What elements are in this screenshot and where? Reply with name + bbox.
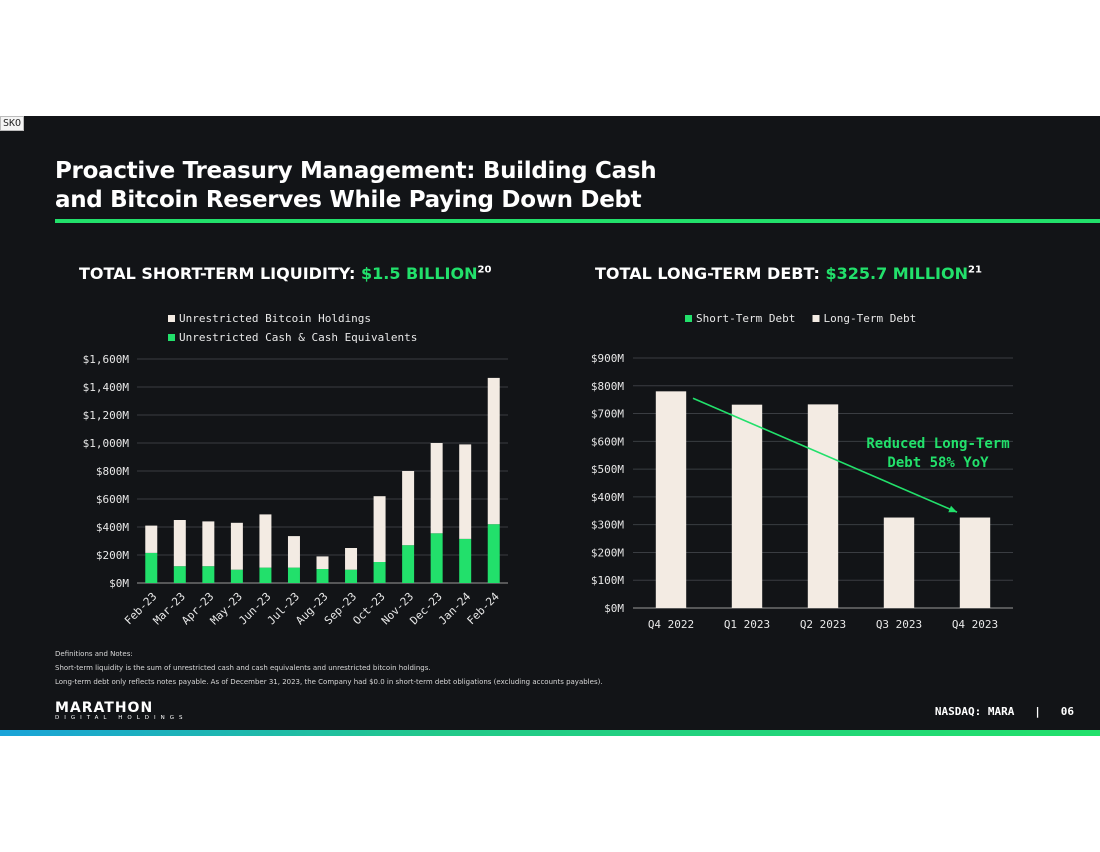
marathon-logo: MARATHON DIGITAL HOLDINGS <box>55 700 188 721</box>
bar-series2-jan-24 <box>459 444 472 539</box>
x-tick-label: Feb-24 <box>465 590 503 628</box>
x-tick-label: Q4 2023 <box>952 618 998 631</box>
bottom-gradient-bar <box>0 730 1100 736</box>
page-number: 06 <box>1060 705 1074 718</box>
title-line-1: Proactive Treasury Management: Building … <box>55 158 657 184</box>
legend-label: Unrestricted Cash & Cash Equivalents <box>179 331 417 344</box>
bar-series1-mar-23 <box>173 566 186 583</box>
bar-series1-dec-23 <box>430 533 443 583</box>
bar-series1-feb-24 <box>487 524 500 583</box>
bar-series2-feb-24 <box>487 377 500 525</box>
debt-footnote: 21 <box>967 264 982 276</box>
legend-swatch <box>685 315 692 322</box>
liquidity-heading-value: $1.5 BILLION <box>360 264 478 283</box>
liquidity-heading-prefix: TOTAL SHORT-TERM LIQUIDITY: <box>79 264 361 283</box>
notes-line-2: Long-term debt only reflects notes payab… <box>55 678 603 686</box>
title-line-2: and Bitcoin Reserves While Paying Down D… <box>55 187 642 213</box>
footer-separator: | <box>1034 705 1041 718</box>
title-divider <box>55 219 1100 223</box>
notes-line-1: Short-term liquidity is the sum of unres… <box>55 664 431 672</box>
bar-series1-jun-23 <box>259 567 272 583</box>
liquidity-footnote: 20 <box>477 264 492 276</box>
bar-series1-may-23 <box>230 569 243 583</box>
y-tick-label: $1,000M <box>83 437 130 450</box>
legend-swatch <box>168 334 175 341</box>
trend-arrow-line <box>692 397 958 513</box>
y-tick-label: $600M <box>591 435 624 448</box>
bar-series2-feb-23 <box>145 525 158 553</box>
notes-heading: Definitions and Notes: <box>55 650 133 658</box>
logo-main-text: MARATHON <box>55 700 154 716</box>
notes: Definitions and Notes: Short-term liquid… <box>55 647 603 689</box>
bar-series1-nov-23 <box>402 545 415 583</box>
bar-series2-jun-23 <box>259 514 272 568</box>
y-tick-label: $600M <box>96 493 129 506</box>
y-tick-label: $200M <box>96 549 129 562</box>
bar-series2-may-23 <box>230 522 243 570</box>
bar-series2-jul-23 <box>287 536 300 568</box>
footer-ticker: NASDAQ: MARA <box>934 705 1015 718</box>
legend-swatch <box>168 315 175 322</box>
bar-series2-sep-23 <box>345 548 358 570</box>
x-tick-label: Q3 2023 <box>876 618 922 631</box>
y-tick-label: $900M <box>591 352 624 365</box>
bar-series2-q2-2023 <box>807 404 839 608</box>
bar-series1-apr-23 <box>202 566 215 583</box>
x-tick-label: Q4 2022 <box>648 618 694 631</box>
bar-series2-aug-23 <box>316 556 329 569</box>
y-tick-label: $800M <box>96 465 129 478</box>
debt-heading: TOTAL LONG-TERM DEBT: $325.7 MILLION21 <box>595 264 982 283</box>
bar-series2-oct-23 <box>373 496 386 562</box>
y-tick-label: $800M <box>591 380 624 393</box>
y-tick-label: $400M <box>591 491 624 504</box>
liquidity-heading: TOTAL SHORT-TERM LIQUIDITY: $1.5 BILLION… <box>79 264 491 283</box>
legend-swatch <box>812 315 820 322</box>
corner-tag: SKO <box>0 116 25 131</box>
trend-arrow-head <box>948 505 957 513</box>
bar-series1-jan-24 <box>459 538 472 583</box>
y-tick-label: $1,400M <box>83 381 130 394</box>
bar-series1-oct-23 <box>373 562 386 583</box>
bar-series1-feb-23 <box>145 552 158 583</box>
y-tick-label: $700M <box>591 408 624 421</box>
y-tick-label: $0M <box>604 602 624 615</box>
y-tick-label: $400M <box>96 521 129 534</box>
bar-series2-q3-2023 <box>883 517 915 608</box>
bar-series1-jul-23 <box>287 567 300 583</box>
bar-series2-apr-23 <box>202 521 215 567</box>
y-tick-label: $100M <box>591 574 624 587</box>
bar-series2-nov-23 <box>402 471 415 546</box>
y-tick-label: $300M <box>591 519 624 532</box>
annotation-text: Reduced Long-Term <box>866 436 1009 452</box>
page-title: Proactive Treasury Management: Building … <box>55 157 657 215</box>
y-tick-label: $200M <box>591 546 624 559</box>
bar-series2-q4-2023 <box>959 517 991 608</box>
bar-series2-q1-2023 <box>731 404 763 608</box>
logo-sub-text: DIGITAL HOLDINGS <box>55 715 188 721</box>
annotation-text: Debt 58% YoY <box>887 455 989 471</box>
y-tick-label: $500M <box>591 463 624 476</box>
debt-heading-prefix: TOTAL LONG-TERM DEBT: <box>595 264 826 283</box>
bar-series1-sep-23 <box>345 569 358 583</box>
bar-series2-mar-23 <box>173 520 186 567</box>
y-tick-label: $0M <box>109 577 129 590</box>
bar-series2-dec-23 <box>430 443 443 534</box>
footer: NASDAQ: MARA | 06 <box>935 705 1074 718</box>
y-tick-label: $1,200M <box>83 409 130 422</box>
x-tick-label: Q2 2023 <box>800 618 846 631</box>
debt-heading-value: $325.7 MILLION <box>825 264 968 283</box>
legend-label: Unrestricted Bitcoin Holdings <box>179 312 371 325</box>
y-tick-label: $1,600M <box>83 353 130 366</box>
x-tick-label: Q1 2023 <box>724 618 770 631</box>
bar-series1-aug-23 <box>316 569 329 583</box>
bar-series2-q4-2022 <box>655 391 687 608</box>
legend-label: Long-Term Debt <box>824 312 917 325</box>
legend-label: Short-Term Debt <box>696 312 795 325</box>
